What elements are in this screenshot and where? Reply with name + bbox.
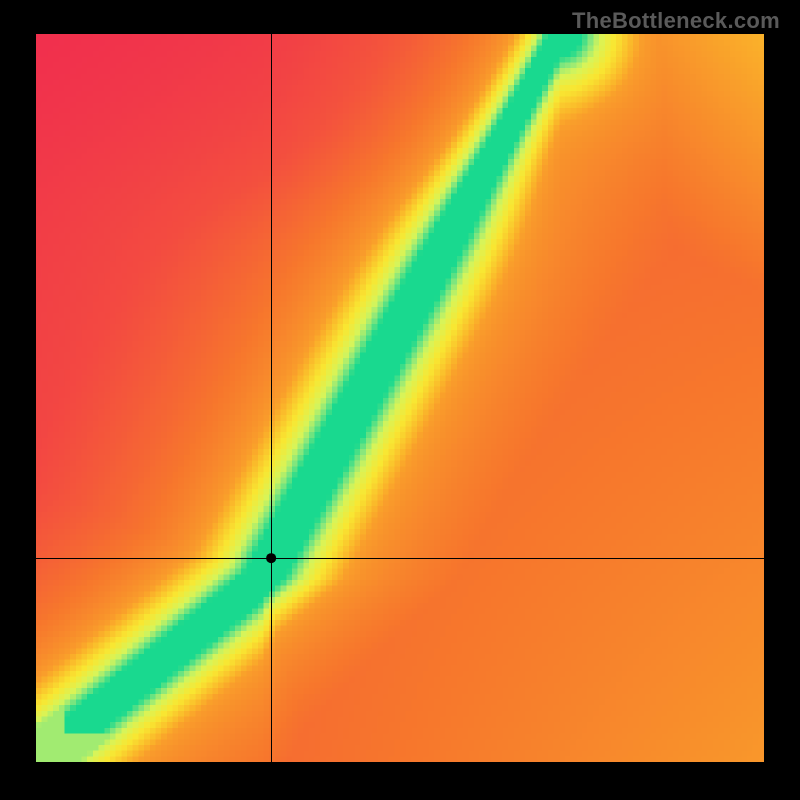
crosshair-overlay [36,34,764,762]
plot-frame [36,34,764,762]
watermark-text: TheBottleneck.com [572,8,780,34]
